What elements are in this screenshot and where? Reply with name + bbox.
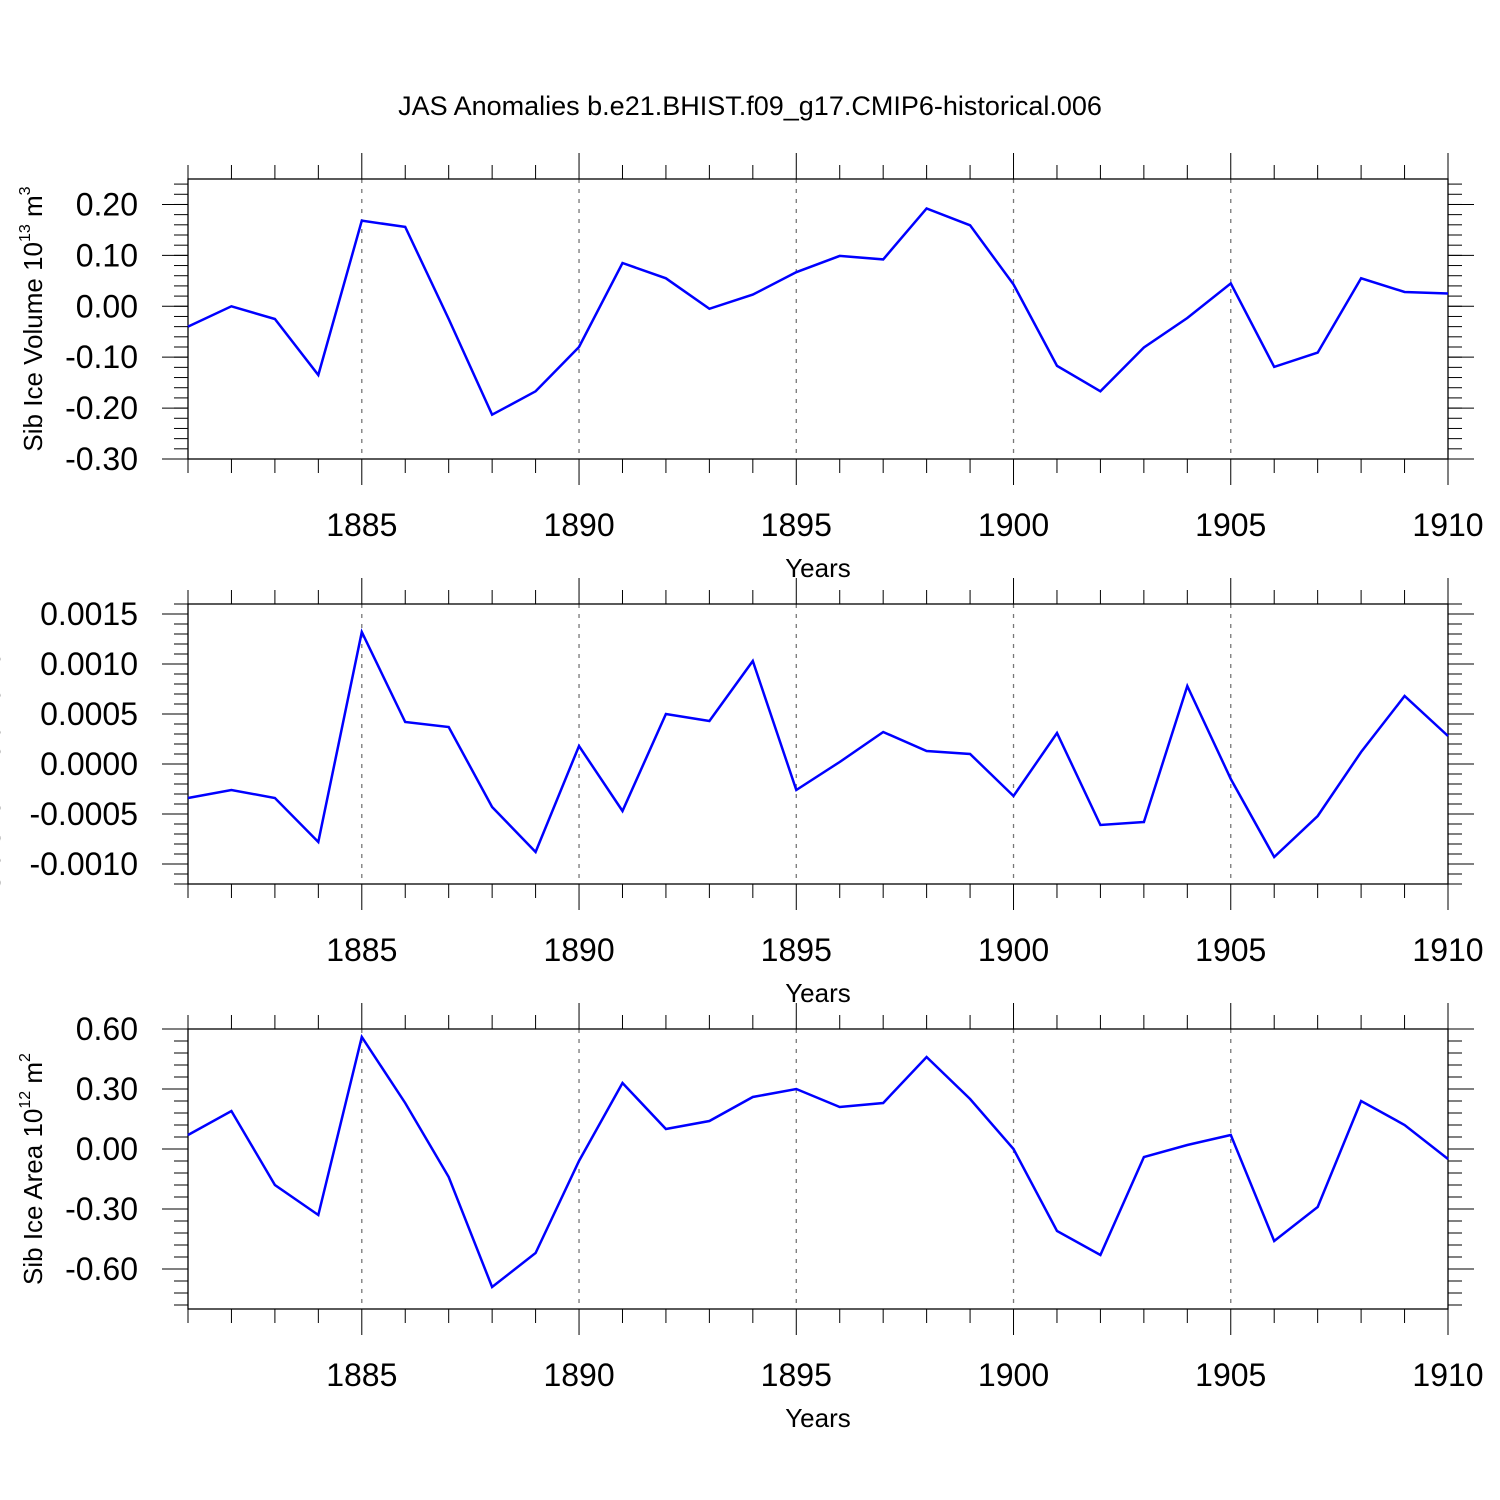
- x-tick-label: 1895: [761, 1357, 832, 1393]
- x-tick-label: 1900: [978, 932, 1049, 968]
- y-axis-label: Sib Ice Area 1012 m2: [17, 1053, 48, 1285]
- x-tick-label: 1910: [1412, 1357, 1483, 1393]
- panel-3: -0.60 -0.30 0.00 0.30 0.60 1885 1890 1895 1900 19…: [17, 1003, 1484, 1433]
- plot-frame: [187, 603, 1449, 885]
- panels: -0.30 -0.20 -0.10 0.00 0.10 0.20 1885 1890 1895 1…: [0, 153, 1484, 1433]
- y-tick-label: -0.30: [65, 441, 138, 477]
- y-tick-label: -0.0005: [29, 796, 138, 832]
- x-axis-label: Years: [785, 553, 851, 583]
- x-tick-label: 1905: [1195, 932, 1266, 968]
- y-tick-label: 0.00: [76, 1131, 138, 1167]
- x-axis-label: Years: [785, 978, 851, 1008]
- panel-2: -0.0010 -0.0005 0.0000 0.0005 0.0010 0.0015 18…: [0, 578, 1484, 1008]
- y-tick-label: 0.0015: [40, 596, 138, 632]
- x-tick-label: 1885: [326, 1357, 397, 1393]
- x-tick-label: 1905: [1195, 507, 1266, 543]
- x-tick-label: 1890: [543, 1357, 614, 1393]
- y-tick-label: -0.60: [65, 1251, 138, 1287]
- x-tick-label: 1890: [543, 932, 614, 968]
- y-tick-label: 0.00: [76, 288, 138, 324]
- y-tick-label: -0.0010: [29, 846, 138, 882]
- y-tick-label: 0.30: [76, 1071, 138, 1107]
- y-tick-label: -0.30: [65, 1191, 138, 1227]
- y-axis-label: Sib Ice Volume 1013 m3: [17, 186, 48, 451]
- x-tick-label: 1900: [978, 507, 1049, 543]
- y-tick-label: 0.60: [76, 1011, 138, 1047]
- panel-1: -0.30 -0.20 -0.10 0.00 0.10 0.20 1885 1890 1895 1…: [17, 153, 1484, 583]
- figure-title: JAS Anomalies b.e21.BHIST.f09_g17.CMIP6-…: [398, 91, 1102, 121]
- x-tick-label: 1890: [543, 507, 614, 543]
- y-tick-label: -0.10: [65, 339, 138, 375]
- y-tick-label: 0.10: [76, 237, 138, 273]
- series-line: [187, 628, 1449, 860]
- series-line: [187, 1033, 1449, 1290]
- plot-frame: [187, 1028, 1449, 1310]
- y-tick-label: 0.0005: [40, 696, 138, 732]
- series-line: [187, 207, 1449, 417]
- x-tick-label: 1895: [761, 932, 832, 968]
- x-tick-label: 1885: [326, 932, 397, 968]
- x-axis-label: Years: [785, 1403, 851, 1433]
- plot-frame: [187, 178, 1449, 460]
- x-tick-label: 1895: [761, 507, 832, 543]
- y-tick-label: 0.20: [76, 186, 138, 222]
- x-tick-label: 1905: [1195, 1357, 1266, 1393]
- x-tick-label: 1910: [1412, 507, 1483, 543]
- x-tick-label: 1910: [1412, 932, 1483, 968]
- y-axis-label: Sib Snow Volume 1013 m3: [0, 596, 6, 892]
- x-tick-label: 1885: [326, 507, 397, 543]
- y-tick-label: -0.20: [65, 390, 138, 426]
- y-tick-label: 0.0000: [40, 746, 138, 782]
- x-tick-label: 1900: [978, 1357, 1049, 1393]
- y-tick-label: 0.0010: [40, 646, 138, 682]
